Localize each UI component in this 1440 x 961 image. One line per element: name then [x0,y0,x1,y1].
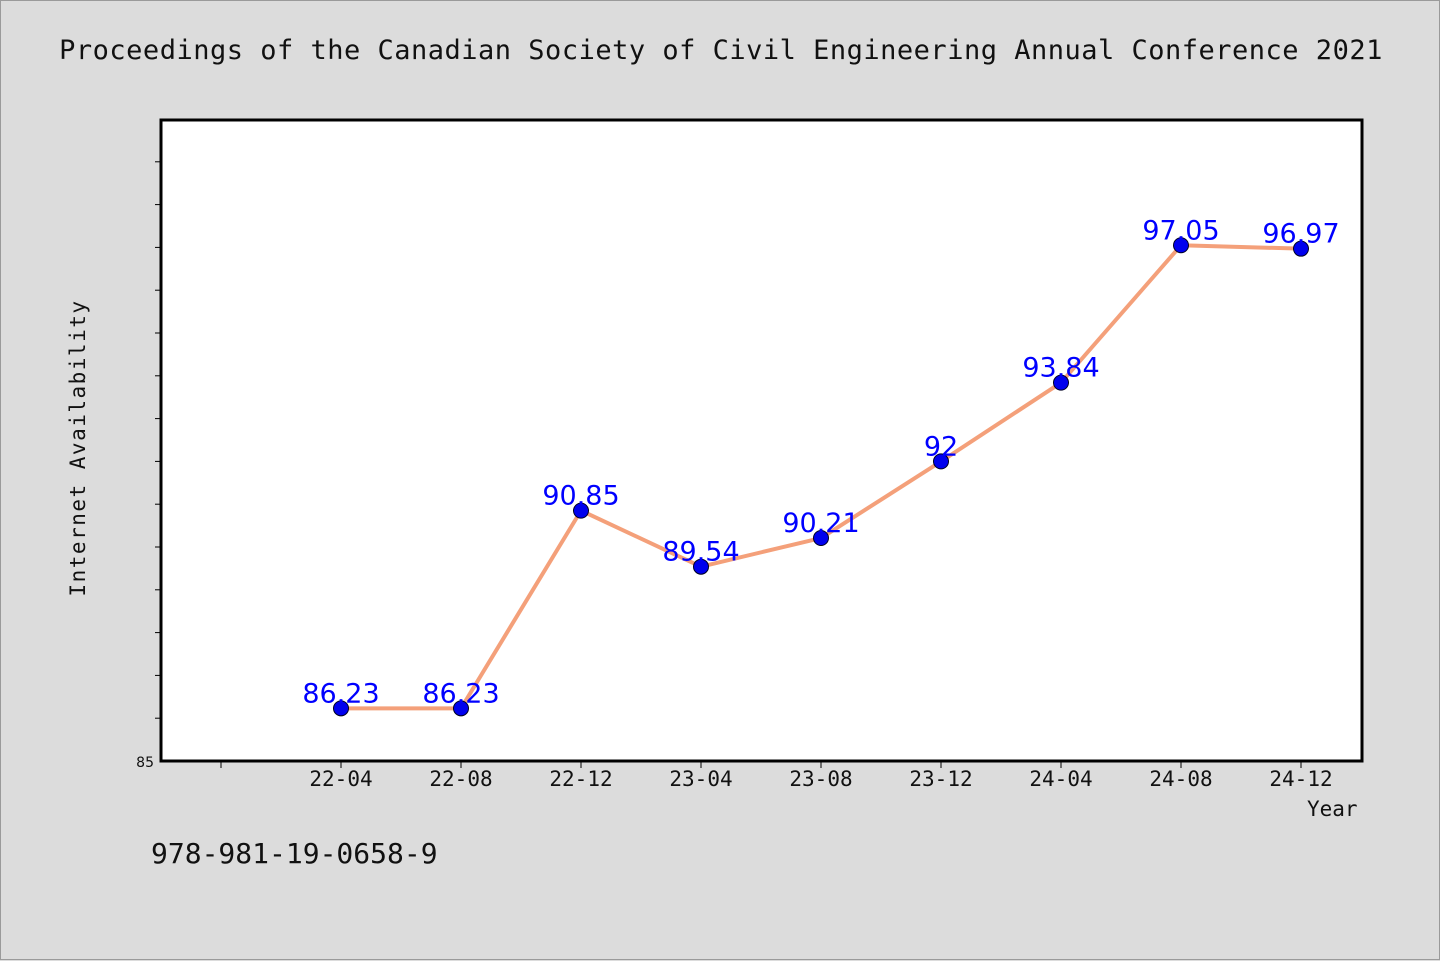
data-point [1053,374,1069,391]
data-label: 89.54 [662,537,739,568]
data-point [453,700,469,717]
data-point [1293,240,1309,257]
x-tick-label: 23-04 [669,767,732,791]
data-label: 90.21 [782,508,859,539]
data-label: 93.84 [1022,353,1099,384]
data-label: 86.23 [302,678,379,709]
chart-title: Proceedings of the Canadian Society of C… [59,35,1383,66]
data-label: 90.85 [542,481,619,512]
x-tick-label: 24-12 [1269,767,1332,791]
isbn-footer: 978-981-19-0658-9 [151,837,438,870]
y-axis-label: Internet Availability [66,299,90,597]
x-axis-label: Year [1307,797,1358,821]
plot-area [159,118,1364,763]
x-tick-label: 24-04 [1029,767,1092,791]
data-point [333,700,349,717]
data-label: 86.23 [422,678,499,709]
x-tick-label: 22-12 [549,767,612,791]
data-point [933,453,949,470]
data-label: 96.97 [1262,219,1339,250]
data-point [573,502,589,519]
data-label: 92 [924,431,958,462]
x-tick-label: 24-08 [1149,767,1212,791]
x-tick-label: 22-04 [309,767,372,791]
data-point [813,530,829,547]
x-tick-label: 23-12 [909,767,972,791]
x-tick-label: 23-08 [789,767,852,791]
y-tick-label: 85 [136,755,154,771]
x-tick-label: 22-08 [429,767,492,791]
data-label: 97.05 [1142,215,1219,246]
data-point [693,558,709,575]
data-point [1173,237,1189,254]
